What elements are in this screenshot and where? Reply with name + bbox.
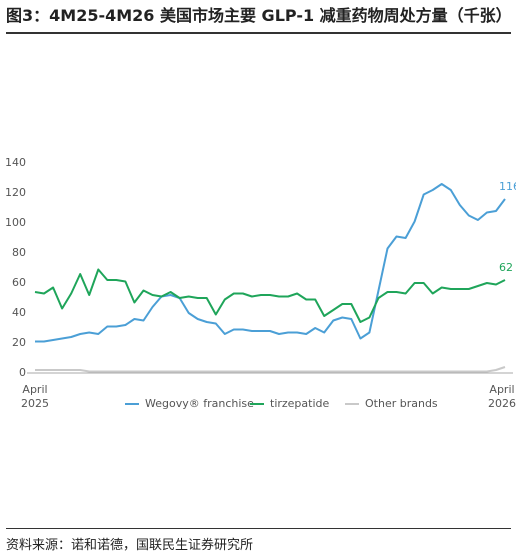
y-tick-label: 40 bbox=[12, 306, 26, 319]
legend-label: Other brands bbox=[365, 397, 438, 410]
chart: 020406080100120140April2025April20261166… bbox=[5, 156, 516, 410]
x-tick-label: April 2026 bbox=[488, 383, 516, 410]
legend-label: Wegovy® franchise bbox=[145, 397, 254, 410]
chart-title: 图3：4M25-4M26 美国市场主要 GLP-1 减重药物周处方量（千张） bbox=[6, 4, 512, 34]
y-tick-label: 20 bbox=[12, 336, 26, 349]
y-tick-label: 0 bbox=[19, 366, 26, 379]
y-tick-label: 80 bbox=[12, 246, 26, 259]
end-label: 62 bbox=[499, 261, 513, 274]
x-tick-label-line: 2025 bbox=[21, 397, 49, 410]
x-tick-label-line: 2026 bbox=[488, 397, 516, 410]
y-tick-label: 60 bbox=[12, 276, 26, 289]
series-line bbox=[35, 183, 506, 343]
y-tick-label: 100 bbox=[5, 216, 26, 229]
end-label: 116 bbox=[499, 180, 516, 193]
x-tick-label: April 2025 bbox=[21, 383, 49, 410]
series-line bbox=[34, 268, 506, 323]
y-tick-label: 140 bbox=[5, 156, 26, 169]
x-tick-label-line: April bbox=[22, 383, 47, 396]
y-tick-label: 120 bbox=[5, 186, 26, 199]
source-note: 资料来源：诺和诺德，国联民生证券研究所 bbox=[6, 528, 511, 553]
x-tick-label-line: April bbox=[489, 383, 514, 396]
series-line bbox=[35, 366, 506, 373]
legend-label: tirzepatide bbox=[270, 397, 330, 410]
